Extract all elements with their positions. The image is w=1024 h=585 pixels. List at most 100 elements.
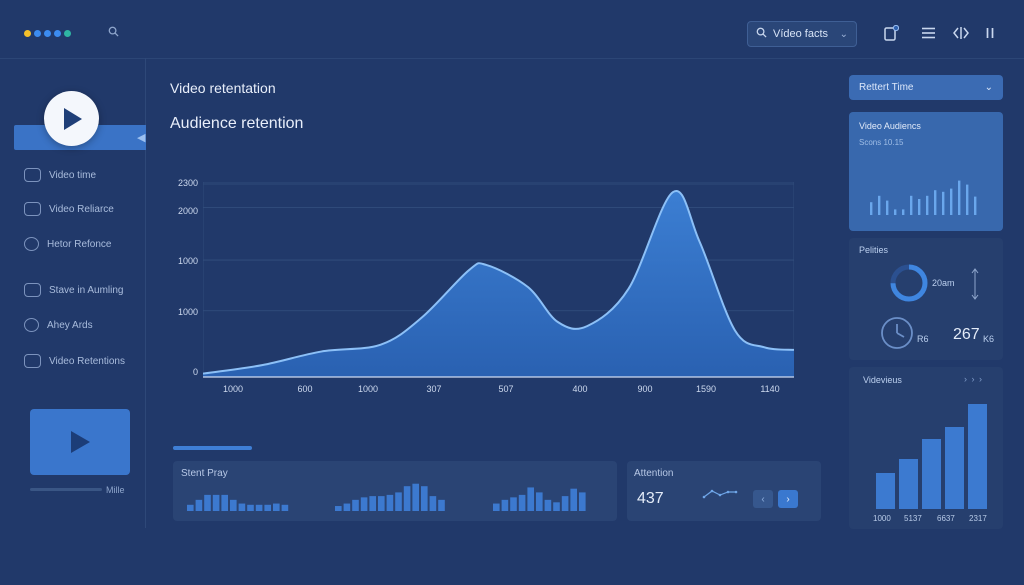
videviews-label: 1000 bbox=[873, 514, 891, 523]
sidebar-divider bbox=[145, 58, 146, 528]
polities-unit: K6 bbox=[983, 334, 995, 344]
header-divider bbox=[0, 58, 1024, 59]
app-logo-dots bbox=[24, 30, 71, 37]
start-play-bar bbox=[544, 499, 552, 511]
card-title: Video Audiencs bbox=[859, 121, 921, 131]
start-play-bar bbox=[561, 496, 569, 511]
start-play-bar bbox=[230, 499, 237, 511]
caret-left-icon: ◀ bbox=[137, 132, 146, 144]
play-button[interactable] bbox=[44, 91, 99, 146]
attention-panel: Attention 437 ‹ › bbox=[627, 461, 821, 521]
start-play-bar bbox=[343, 503, 351, 511]
code-icon[interactable] bbox=[950, 22, 972, 44]
retention-line bbox=[203, 190, 794, 375]
sidebar-item-ahey-ards[interactable]: Ahey Ards bbox=[24, 318, 93, 332]
panel-title: Videvieus bbox=[863, 375, 902, 385]
clock-icon bbox=[24, 168, 41, 182]
page-title: Video retentation bbox=[170, 80, 276, 96]
x-tick-label: 1140 bbox=[760, 384, 780, 394]
start-play-bar bbox=[579, 492, 586, 511]
start-play-panel: Stent Pray bbox=[173, 461, 617, 521]
y-tick-label: 1000 bbox=[177, 307, 198, 317]
start-play-bar bbox=[212, 494, 220, 511]
sidebar-item-label: Video time bbox=[49, 169, 97, 181]
search-icon bbox=[756, 27, 767, 41]
video-facts-select[interactable]: Vídeo facts ⌄ bbox=[747, 21, 857, 47]
start-play-bar bbox=[378, 496, 385, 511]
start-play-bar bbox=[518, 494, 526, 511]
x-tick-label: 400 bbox=[572, 384, 588, 394]
x-tick-label: 307 bbox=[426, 384, 442, 394]
grid-icon bbox=[24, 354, 41, 368]
select-label: Rettert Time bbox=[859, 82, 914, 93]
start-play-bar bbox=[553, 502, 560, 511]
panel-title: Stent Pray bbox=[181, 468, 228, 479]
audience-bar bbox=[886, 200, 889, 215]
videviews-bar bbox=[899, 459, 918, 509]
start-play-bar bbox=[438, 499, 445, 511]
audience-bar bbox=[966, 184, 969, 215]
prev-button[interactable]: ‹ bbox=[753, 490, 773, 508]
menu-icon[interactable] bbox=[917, 22, 939, 44]
search-icon[interactable] bbox=[108, 26, 119, 40]
chart-title: Audience retention bbox=[170, 115, 304, 132]
pause-icon[interactable] bbox=[979, 22, 1001, 44]
sidebar-item-hetor-refonce[interactable]: Hetor Refonce bbox=[24, 237, 111, 251]
audience-bar bbox=[934, 190, 937, 215]
thumbnail-label: Mille bbox=[106, 485, 125, 495]
more-nav-icon[interactable]: › › › bbox=[964, 374, 983, 384]
audience-bar bbox=[942, 191, 945, 215]
page-badge-icon[interactable] bbox=[880, 22, 902, 44]
start-play-bar bbox=[335, 506, 342, 511]
videviews-bars bbox=[876, 404, 987, 509]
video-progress-track[interactable] bbox=[30, 488, 102, 491]
sparkline-point bbox=[734, 490, 738, 494]
videviews-bar bbox=[968, 404, 987, 509]
sidebar-item-video-retentions[interactable]: Video Retentions bbox=[24, 354, 125, 368]
start-play-bar bbox=[429, 496, 437, 511]
start-play-bar bbox=[493, 503, 500, 511]
x-tick-label: 507 bbox=[498, 384, 514, 394]
attention-value: 437 bbox=[637, 490, 664, 507]
sidebar-item-video-reliarce[interactable]: Video Reliarce bbox=[24, 202, 114, 216]
attention-sparkline bbox=[702, 489, 738, 499]
retention-time-select[interactable]: Rettert Time ⌄ bbox=[849, 75, 1003, 100]
next-button[interactable]: › bbox=[778, 490, 798, 508]
start-play-bar bbox=[187, 504, 194, 511]
start-play-bar bbox=[412, 483, 419, 511]
sparkline-point bbox=[702, 495, 706, 499]
sparkline-point bbox=[710, 489, 714, 493]
audience-bar bbox=[910, 195, 913, 215]
sparkline-point bbox=[718, 493, 722, 497]
start-play-bar bbox=[536, 492, 543, 511]
y-tick-label: 2000 bbox=[177, 206, 198, 216]
x-tick-label: 1000 bbox=[222, 384, 244, 394]
screen-icon bbox=[24, 202, 41, 216]
videviews-bar bbox=[922, 439, 941, 509]
start-play-bar bbox=[195, 499, 203, 511]
sidebar-item-label: Video Reliarce bbox=[49, 203, 114, 215]
ring-label: 20am bbox=[932, 278, 955, 288]
start-play-bar bbox=[281, 504, 289, 511]
vertical-resize-icon[interactable] bbox=[970, 267, 980, 301]
videviews-label: 5137 bbox=[904, 514, 922, 523]
logo-dot bbox=[54, 30, 61, 37]
clock-icon bbox=[881, 317, 913, 349]
video-thumbnail[interactable] bbox=[30, 409, 130, 475]
y-tick-label: 1000 bbox=[177, 256, 198, 266]
logo-dot bbox=[34, 30, 41, 37]
shield-icon bbox=[24, 318, 39, 332]
audience-bar bbox=[974, 196, 977, 215]
x-tick-label: 900 bbox=[637, 384, 653, 394]
ring-gauge-icon bbox=[890, 264, 928, 302]
logo-dot bbox=[24, 30, 31, 37]
retention-area bbox=[203, 191, 794, 377]
sidebar-item-stave-in-aumling[interactable]: Stave in Aumling bbox=[24, 283, 124, 297]
videviews-panel: Videvieus › › › 1000 5137 6637 2317 bbox=[849, 367, 1003, 529]
audience-bar bbox=[958, 180, 961, 215]
play-icon bbox=[63, 107, 82, 130]
y-tick-label: 0 bbox=[192, 367, 198, 377]
logo-dot bbox=[64, 30, 71, 37]
video-audience-card: Video Audiencs Scons 10.15 bbox=[849, 112, 1003, 231]
sidebar-item-video-time[interactable]: Video time bbox=[24, 168, 96, 182]
